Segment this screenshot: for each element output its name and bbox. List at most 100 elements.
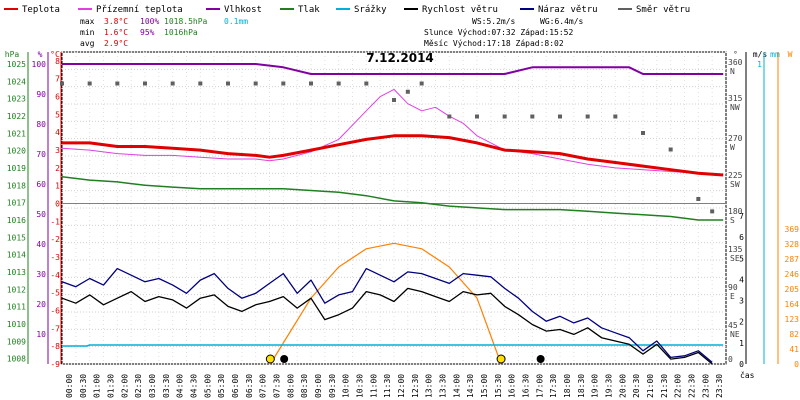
time-tick: 03:30 <box>162 374 171 398</box>
event-moonrise <box>536 355 545 363</box>
hpa-tick: 1016 <box>7 216 26 225</box>
wind-dir-point <box>613 114 618 119</box>
c-tick: -1 <box>50 217 60 226</box>
hpa-tick: 1012 <box>7 285 26 294</box>
c-tick: 5 <box>55 110 60 119</box>
time-tick: 15:00 <box>480 374 489 398</box>
wind-dir-point <box>419 81 424 86</box>
time-tick: 11:30 <box>383 374 392 398</box>
event-sunrise <box>265 354 275 364</box>
dir-tick: 270 <box>728 134 743 143</box>
hpa-tick: 1022 <box>7 112 26 121</box>
time-tick: 16:30 <box>521 374 530 398</box>
series-vlhkost <box>62 63 724 75</box>
series-teplota <box>62 134 724 177</box>
time-tick: 06:00 <box>231 374 240 398</box>
time-tick: 12:30 <box>411 374 420 398</box>
wind-dir-point <box>60 81 64 86</box>
w-tick: 369 <box>785 225 800 234</box>
wind-dir-point <box>641 131 645 135</box>
c-tick: -7 <box>50 324 60 333</box>
c-tick: 4 <box>55 128 60 137</box>
time-tick: 13:30 <box>438 374 447 398</box>
c-tick: -4 <box>50 271 60 280</box>
series-naraz-vetru <box>61 267 713 363</box>
pct-tick: 100 <box>32 60 47 69</box>
time-tick: 09:00 <box>314 374 323 398</box>
time-tick: 10:00 <box>342 374 351 398</box>
wind-dir-point <box>143 81 147 86</box>
c-tick: 8 <box>55 57 60 66</box>
time-tick: 07:00 <box>259 374 268 398</box>
min-label: min <box>80 28 95 37</box>
time-tick: 12:00 <box>397 374 406 398</box>
c-tick: -6 <box>50 307 60 316</box>
w-tick: 41 <box>789 345 799 354</box>
c-tick: -9 <box>50 360 60 369</box>
pct-tick: 90 <box>36 90 46 99</box>
wind-dir-point <box>253 81 258 86</box>
legend-item-5: Rychlost větru <box>422 5 498 15</box>
dir-tick: 90 <box>728 283 738 292</box>
wind-dir-point <box>585 114 590 119</box>
time-tick: 07:30 <box>272 374 281 398</box>
hpa-unit: hPa <box>5 50 20 59</box>
events-layer <box>265 354 545 364</box>
time-tick: 23:30 <box>715 374 724 398</box>
dir-tick-label: E <box>730 292 735 301</box>
dir-tick-label: W <box>730 143 735 152</box>
w-tick: 287 <box>785 255 800 264</box>
series-layer <box>60 63 724 365</box>
legend-item-1: Přízemní teplota <box>96 5 183 15</box>
wind-dir-point <box>696 197 701 201</box>
time-tick: 02:00 <box>120 374 129 398</box>
dir-tick: 135 <box>728 245 743 254</box>
dir-tick: 315 <box>728 94 743 103</box>
wind-dir-point <box>170 81 175 86</box>
dir-tick-label: SW <box>730 180 740 189</box>
w-tick: 205 <box>785 285 800 294</box>
pct-tick: 80 <box>36 120 46 129</box>
wind-dir-point <box>447 114 452 119</box>
hpa-tick: 1021 <box>7 129 26 138</box>
time-tick: 04:00 <box>176 374 185 398</box>
hpa-tick: 1013 <box>7 268 26 277</box>
time-tick: 22:30 <box>687 374 696 398</box>
time-tick: 13:00 <box>425 374 434 398</box>
legend-item-4: Srážky <box>354 5 387 15</box>
time-tick: 04:30 <box>189 374 198 398</box>
wind-gust-stat: WG:6.4m/s <box>540 17 584 26</box>
time-tick: 20:00 <box>618 374 627 398</box>
w-tick: 328 <box>785 240 800 249</box>
min-temp: 1.6°C <box>104 28 128 37</box>
dir-tick: 360 <box>728 58 743 67</box>
time-tick: 15:30 <box>494 374 503 398</box>
dir-tick-label: NW <box>730 103 740 112</box>
max-label: max <box>80 17 95 26</box>
time-tick: 05:00 <box>203 374 212 398</box>
min-hum: 95% <box>140 28 155 37</box>
time-tick: 08:30 <box>300 374 309 398</box>
time-tick: 18:30 <box>577 374 586 398</box>
right-axes: ° m/s mm W360N315NW270W225SW180S135SE90E45N… <box>728 50 799 369</box>
time-tick: 20:30 <box>632 374 641 398</box>
pct-tick: 50 <box>36 210 46 219</box>
w-tick: 0 <box>794 360 799 369</box>
series-srazky <box>62 344 724 347</box>
ms-tick: 3 <box>739 297 744 306</box>
time-tick: 05:30 <box>217 374 226 398</box>
time-tick: 19:30 <box>604 374 613 398</box>
time-tick: 21:30 <box>660 374 669 398</box>
deg-unit: ° <box>733 50 738 59</box>
time-tick: 11:00 <box>369 374 378 398</box>
chart-title: 7.12.2014 <box>366 51 434 65</box>
time-tick: 17:00 <box>535 374 544 398</box>
wind-dir-point <box>309 81 313 86</box>
time-tick: 10:30 <box>355 374 364 398</box>
c-tick: 2 <box>55 164 60 173</box>
event-sunset <box>496 354 506 364</box>
time-tick: 00:00 <box>65 374 74 398</box>
series-sun <box>269 242 502 365</box>
max-hum: 100% <box>140 17 159 26</box>
